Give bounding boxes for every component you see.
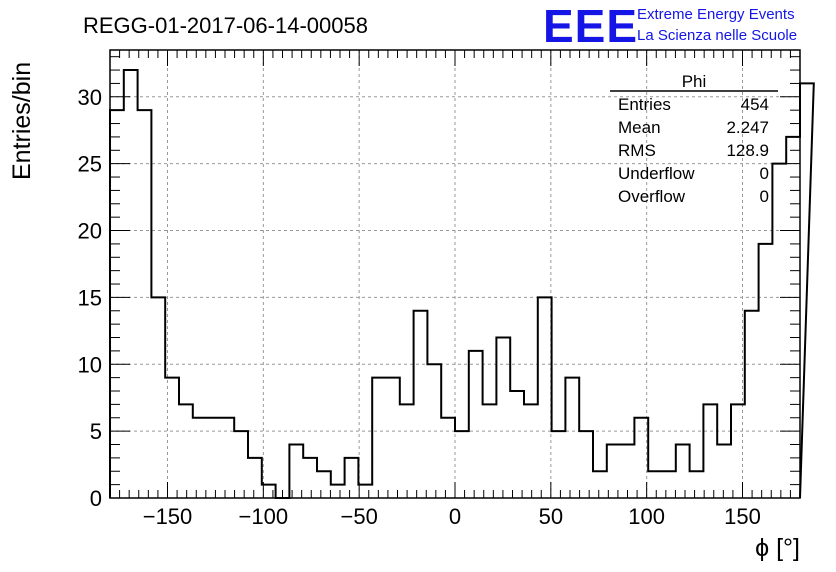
x-tick-label: 0 — [449, 504, 461, 529]
logo-line-1: Extreme Energy Events — [637, 6, 795, 23]
histogram-step-line — [109, 69, 815, 499]
x-tick-label: 50 — [539, 504, 563, 529]
y-tick-label: 5 — [90, 419, 102, 444]
grid — [110, 50, 800, 498]
stats-label: RMS — [618, 141, 656, 160]
x-tick-label: −50 — [341, 504, 378, 529]
y-tick-label: 30 — [78, 85, 102, 110]
stats-label: Underflow — [618, 164, 695, 183]
y-tick-label: 15 — [78, 285, 102, 310]
stats-label: Overflow — [618, 187, 686, 206]
logo-text: EEE — [543, 0, 638, 52]
x-axis-title: ϕ [°] — [755, 534, 800, 562]
stats-box: Phi Entries 454 Mean 2.247 RMS 128.9 Underflow… — [610, 72, 778, 206]
stats-label: Mean — [618, 118, 661, 137]
stats-box-title: Phi — [682, 72, 707, 91]
stats-rows: Entries 454 Mean 2.247 RMS 128.9 Underflow 0 Ove… — [618, 95, 769, 206]
axis-ticks — [110, 50, 800, 499]
y-tick-labels: 0 5 10 15 20 25 30 — [78, 85, 102, 511]
y-axis-title: Entries/bin — [8, 62, 36, 180]
logo-line-2: La Scienza nelle Scuole — [637, 27, 797, 44]
y-tick-label: 10 — [78, 352, 102, 377]
stats-value: 128.9 — [726, 141, 769, 160]
stats-value: 0 — [760, 187, 769, 206]
x-tick-label: 100 — [628, 504, 665, 529]
stats-value: 0 — [760, 164, 769, 183]
y-tick-label: 0 — [90, 486, 102, 511]
chart-title: REGG-01-2017-06-14-00058 — [83, 13, 368, 38]
x-tick-label: −150 — [143, 504, 193, 529]
x-tick-label: −100 — [239, 504, 289, 529]
x-tick-labels: −150 −100 −50 0 50 100 150 — [143, 504, 761, 529]
y-tick-label: 25 — [78, 152, 102, 177]
y-tick-label: 20 — [78, 219, 102, 244]
stats-value: 454 — [741, 95, 769, 114]
eee-logo: EEE Extreme Energy Events La Scienza nel… — [543, 0, 797, 52]
x-tick-label: 150 — [724, 504, 761, 529]
stats-label: Entries — [618, 95, 671, 114]
stats-value: 2.247 — [726, 118, 769, 137]
